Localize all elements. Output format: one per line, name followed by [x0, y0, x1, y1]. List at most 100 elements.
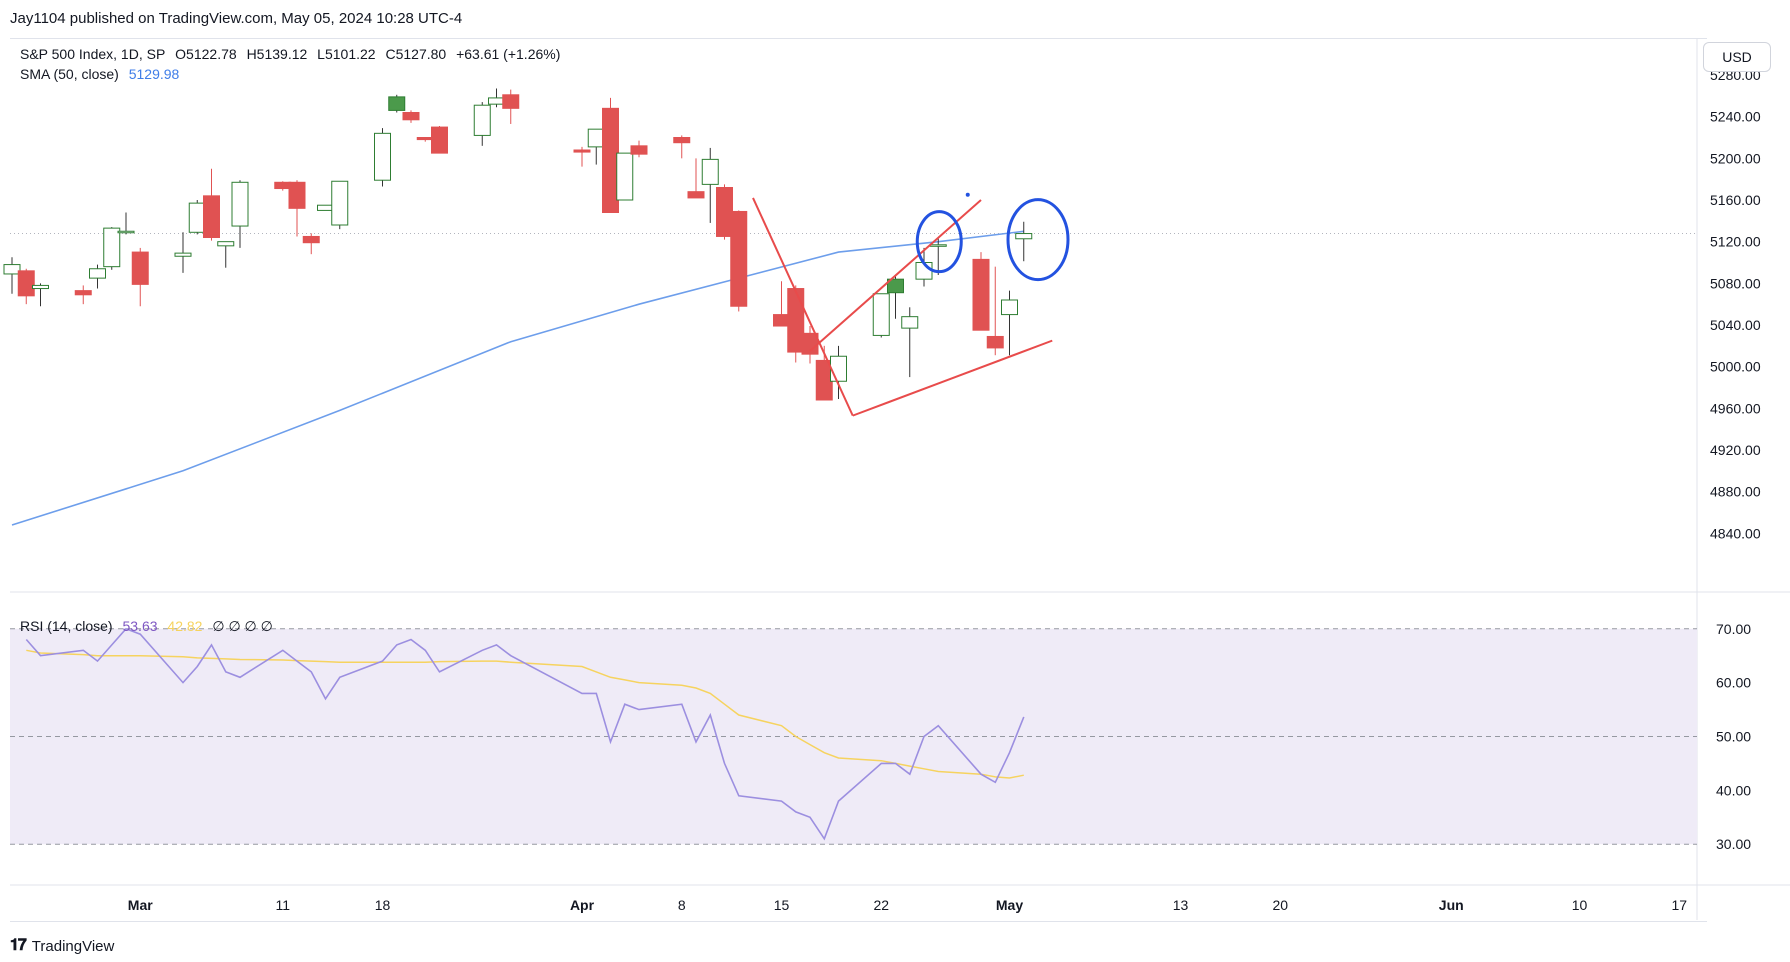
candle-body — [274, 181, 292, 190]
candle-body — [317, 204, 334, 211]
candle-body — [573, 149, 591, 153]
brand-label: TradingView — [31, 937, 115, 955]
sma-value: 5129.98 — [128, 66, 180, 82]
drawn-circle-annotation — [915, 210, 963, 274]
candle-body — [602, 107, 619, 213]
candle-body — [616, 152, 634, 201]
legend-high: H5139.12 — [246, 46, 308, 62]
price-tick-label: 5240.00 — [1710, 109, 1761, 125]
candle-body — [117, 230, 135, 234]
time-tick-label: 15 — [774, 897, 790, 913]
candle-body — [103, 227, 121, 268]
candle-body — [331, 180, 349, 226]
candle-body — [89, 268, 106, 279]
price-tick-label: 5160.00 — [1710, 192, 1761, 208]
rsi-na-marks: ∅ ∅ ∅ ∅ — [212, 618, 273, 634]
candle-body — [830, 355, 847, 382]
candle-body — [773, 314, 790, 327]
candle-body — [687, 191, 705, 199]
candle-body — [972, 258, 990, 331]
trendline-annotation — [852, 339, 1053, 417]
time-tick-label: 11 — [275, 897, 290, 913]
rsi-line — [25, 627, 1025, 841]
sma-label: SMA (50, close) — [20, 66, 119, 82]
legend-change: +63.61 (+1.26%) — [456, 46, 561, 62]
time-tick-label: 17 — [1671, 897, 1687, 913]
candle-body — [203, 195, 220, 238]
tradingview-logo-icon: 𝟏𝟕 — [10, 937, 27, 954]
candle-body — [587, 128, 605, 148]
publish-line: Jay1104 published on TradingView.com, Ma… — [10, 10, 463, 27]
time-tick-label: 13 — [1173, 897, 1189, 913]
candle-body — [231, 181, 249, 227]
currency-button[interactable]: USD — [1703, 42, 1771, 72]
time-tick-label: 8 — [678, 897, 686, 913]
candle-body — [188, 202, 206, 233]
sma-legend: SMA (50, close) 5129.98 — [20, 66, 185, 82]
candle-body — [302, 235, 320, 244]
candle-body — [887, 278, 904, 294]
candle-body — [217, 241, 235, 247]
candle-body — [872, 293, 890, 336]
candle-body — [1001, 299, 1018, 316]
rsi-value: 53.63 — [122, 618, 158, 634]
candle-body — [488, 97, 505, 105]
candle-body — [502, 94, 520, 109]
time-tick-label: 10 — [1572, 897, 1588, 913]
candle-body — [388, 96, 406, 111]
legend-close: C5127.80 — [385, 46, 447, 62]
trendline-annotation — [809, 199, 982, 352]
rsi-ma-line — [26, 649, 1024, 779]
candle-body — [174, 252, 192, 257]
price-tick-label: 5000.00 — [1710, 359, 1761, 375]
rsi-tick-label: 70.00 — [1716, 621, 1751, 637]
rsi-ma-value: 42.82 — [167, 618, 203, 634]
candle-body — [1015, 233, 1033, 240]
candle-body — [402, 112, 420, 121]
drawn-dot-annotation — [965, 192, 970, 197]
legend-open: O5122.78 — [175, 46, 237, 62]
candle-body — [929, 244, 947, 247]
time-tick-label: Jun — [1439, 897, 1464, 913]
candle-body — [473, 104, 491, 136]
price-legend: S&P 500 Index, 1D, SP O5122.78 H5139.12 … — [20, 46, 566, 62]
time-tick-label: 18 — [375, 897, 391, 913]
trendline-annotation — [752, 197, 854, 417]
candle-body — [901, 316, 919, 329]
rsi-tick-label: 60.00 — [1716, 675, 1751, 691]
price-tick-label: 4920.00 — [1710, 442, 1761, 458]
drawn-circle-annotation — [1006, 198, 1070, 282]
rsi-legend: RSI (14, close) 53.63 42.82 ∅ ∅ ∅ ∅ — [20, 618, 279, 635]
candle-body — [630, 145, 648, 155]
rsi-tick-label: 40.00 — [1716, 782, 1751, 798]
candle-body — [288, 181, 306, 209]
candle-body — [701, 158, 719, 185]
time-tick-label: Mar — [128, 897, 153, 913]
rsi-tick-label: 30.00 — [1716, 836, 1751, 852]
tradingview-brand: 𝟏𝟕 TradingView — [10, 937, 114, 955]
rsi-label: RSI (14, close) — [20, 618, 113, 634]
candle-body — [131, 251, 149, 285]
chart-frame — [10, 38, 1707, 922]
candle-body — [730, 210, 748, 307]
candle-body — [17, 270, 35, 297]
price-tick-label: 4960.00 — [1710, 400, 1761, 416]
price-tick-label: 5040.00 — [1710, 317, 1761, 333]
time-tick-label: May — [996, 897, 1023, 913]
candle-body — [374, 132, 391, 181]
price-tick-label: 5120.00 — [1710, 234, 1761, 250]
candle-body — [32, 284, 49, 290]
price-tick-label: 4880.00 — [1710, 484, 1761, 500]
candle-body — [986, 335, 1004, 349]
rsi-tick-label: 50.00 — [1716, 729, 1751, 745]
legend-symbol: S&P 500 Index, 1D, SP — [20, 46, 166, 62]
price-tick-label: 5080.00 — [1710, 275, 1761, 291]
candle-body — [416, 137, 434, 141]
time-tick-label: 20 — [1272, 897, 1288, 913]
sma-line — [11, 230, 1024, 526]
candle-body — [673, 137, 691, 144]
candle-body — [74, 290, 92, 296]
time-tick-label: Apr — [570, 897, 595, 913]
candle-body — [3, 264, 21, 275]
